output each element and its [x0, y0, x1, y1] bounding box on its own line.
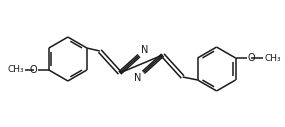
Text: O: O	[29, 65, 37, 75]
Text: N: N	[134, 73, 141, 83]
Text: CH₃: CH₃	[264, 53, 281, 62]
Text: CH₃: CH₃	[7, 66, 24, 75]
Text: O: O	[248, 53, 255, 63]
Text: N: N	[141, 45, 148, 55]
